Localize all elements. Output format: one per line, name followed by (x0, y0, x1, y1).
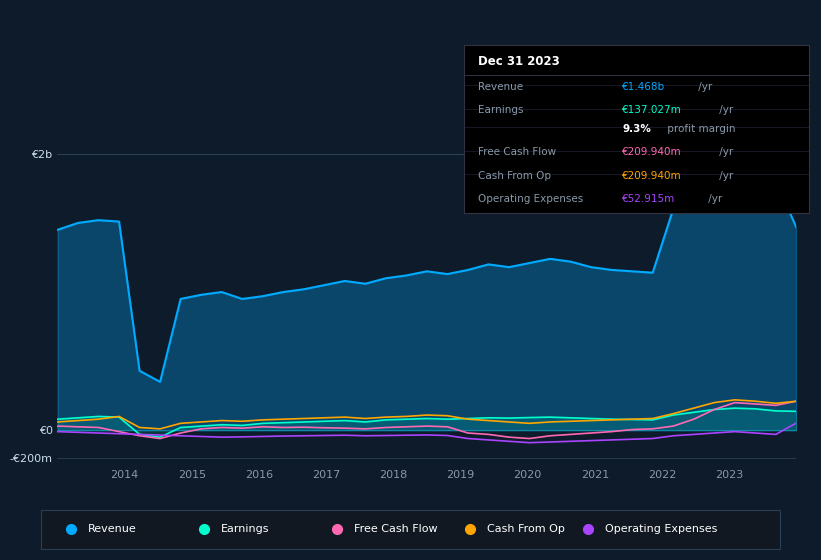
Text: /yr: /yr (695, 82, 712, 92)
Text: /yr: /yr (716, 147, 733, 157)
Text: Operating Expenses: Operating Expenses (605, 524, 718, 534)
Text: €209.940m: €209.940m (622, 171, 682, 181)
Text: profit margin: profit margin (664, 124, 736, 134)
Text: Revenue: Revenue (478, 82, 523, 92)
Text: Revenue: Revenue (88, 524, 136, 534)
Text: €137.027m: €137.027m (622, 105, 682, 115)
Text: Earnings: Earnings (478, 105, 523, 115)
Text: /yr: /yr (705, 194, 722, 204)
Text: /yr: /yr (716, 171, 733, 181)
Text: /yr: /yr (716, 105, 733, 115)
Text: €52.915m: €52.915m (622, 194, 676, 204)
Text: Free Cash Flow: Free Cash Flow (354, 524, 438, 534)
Text: 9.3%: 9.3% (622, 124, 651, 134)
Text: Dec 31 2023: Dec 31 2023 (478, 55, 559, 68)
Text: Free Cash Flow: Free Cash Flow (478, 147, 556, 157)
Text: Earnings: Earnings (221, 524, 269, 534)
Text: €209.940m: €209.940m (622, 147, 682, 157)
Text: Operating Expenses: Operating Expenses (478, 194, 583, 204)
Text: Cash From Op: Cash From Op (487, 524, 565, 534)
Text: €1.468b: €1.468b (622, 82, 666, 92)
Text: Cash From Op: Cash From Op (478, 171, 551, 181)
